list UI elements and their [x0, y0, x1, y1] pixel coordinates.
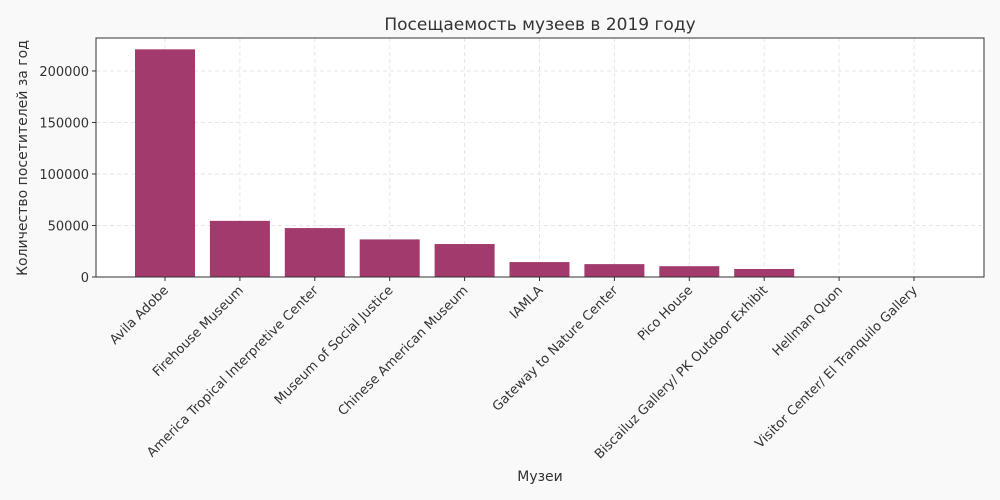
- y-axis-ticks: 0 50000 100000 150000 200000: [39, 65, 96, 286]
- bar: [659, 266, 720, 277]
- bar: [209, 220, 270, 277]
- bar: [135, 49, 195, 278]
- chart-title: Посещаемость музеев в 2019 году: [384, 15, 695, 35]
- x-axis-label: Музеи: [517, 469, 563, 485]
- y-tick-label: 0: [81, 271, 89, 286]
- bar: [284, 228, 345, 277]
- bar: [509, 262, 570, 277]
- bar: [734, 268, 795, 277]
- y-tick-label: 200000: [39, 65, 89, 80]
- y-axis-label: Количество посетителей за год: [15, 40, 31, 276]
- y-tick-label: 100000: [39, 168, 89, 183]
- bar: [584, 264, 645, 277]
- bars: [135, 49, 795, 278]
- bar: [434, 244, 495, 277]
- bar: [359, 239, 420, 277]
- y-tick-label: 50000: [48, 219, 89, 234]
- y-tick-label: 150000: [39, 116, 89, 131]
